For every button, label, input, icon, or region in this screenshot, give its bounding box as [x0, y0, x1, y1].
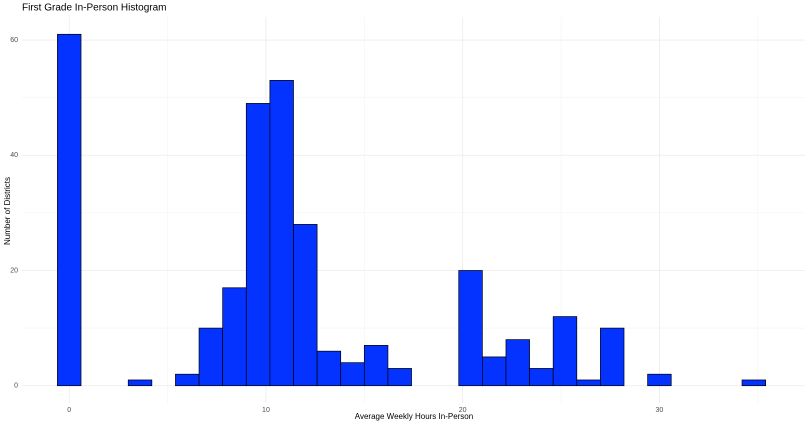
bar [245, 103, 271, 387]
bar [340, 362, 365, 387]
y-tick-label: 20 [10, 267, 18, 274]
y-axis-label: Number of Districts [3, 177, 12, 245]
x-tick-label: 0 [67, 407, 71, 414]
bar [175, 373, 200, 387]
bar [529, 368, 554, 387]
bars [57, 33, 767, 387]
x-tick-label: 30 [656, 407, 664, 414]
bar [387, 368, 412, 387]
bar [198, 327, 224, 387]
bar [127, 379, 153, 387]
bar [576, 379, 601, 387]
x-tick-label: 10 [262, 407, 270, 414]
bar [482, 356, 507, 387]
bar [363, 345, 389, 387]
bar [741, 379, 767, 387]
bar [57, 33, 82, 387]
bar [293, 224, 318, 387]
bar [647, 373, 672, 387]
y-tick-label: 60 [10, 37, 18, 44]
grid [22, 17, 805, 403]
y-tick-label: 40 [10, 152, 18, 159]
bar [505, 339, 530, 387]
bar [600, 327, 625, 387]
x-tick-label: 20 [459, 407, 467, 414]
x-axis-label: Average Weekly Hours In-Person [355, 412, 473, 421]
bar [552, 316, 578, 387]
y-tick-label: 0 [14, 383, 18, 390]
bar [269, 80, 294, 387]
chart-title: First Grade In-Person Histogram [22, 3, 167, 14]
bar [222, 287, 247, 387]
bar [316, 350, 342, 387]
bar [458, 270, 483, 387]
